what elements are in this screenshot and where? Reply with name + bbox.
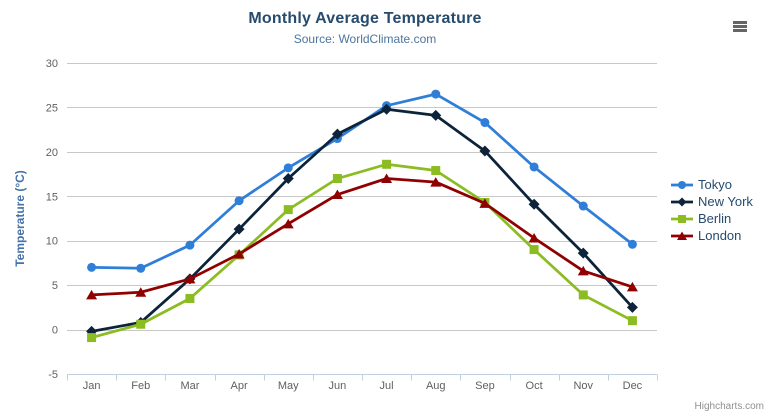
legend-item-london[interactable]: London	[671, 227, 753, 244]
legend-item-berlin[interactable]: Berlin	[671, 210, 753, 227]
y-axis-title: Temperature (°C)	[13, 170, 27, 267]
square-icon	[678, 214, 686, 223]
triangle-icon	[677, 231, 687, 240]
data-point-london[interactable]	[430, 177, 442, 187]
data-point-berlin[interactable]	[136, 319, 146, 329]
square-legend-marker-icon	[671, 214, 693, 223]
x-axis-label: Jun	[329, 380, 347, 392]
legend-item-tokyo[interactable]: Tokyo	[671, 176, 753, 193]
hamburger-bar	[733, 29, 747, 32]
data-point-london[interactable]	[135, 287, 147, 297]
legend-item-label: New York	[698, 194, 753, 209]
x-axis-label: Sep	[475, 380, 495, 392]
data-point-tokyo[interactable]	[578, 201, 588, 211]
y-axis-label: 10	[46, 236, 58, 248]
data-point-new-york[interactable]	[577, 247, 589, 259]
circle-legend-marker-icon	[671, 180, 693, 189]
x-axis-label: May	[278, 380, 299, 392]
data-point-london[interactable]	[479, 198, 491, 208]
data-point-tokyo[interactable]	[529, 162, 539, 172]
legend: Tokyo New York Berlin London	[671, 176, 753, 244]
y-axis-label: 5	[52, 280, 58, 292]
data-point-london[interactable]	[577, 265, 589, 276]
data-point-london[interactable]	[528, 233, 540, 243]
data-point-berlin[interactable]	[332, 174, 342, 184]
data-point-london[interactable]	[331, 189, 343, 200]
data-point-berlin[interactable]	[578, 290, 588, 300]
x-axis-label: Dec	[623, 380, 643, 392]
highcharts-credit-link[interactable]: Highcharts.com	[694, 401, 764, 412]
series-tokyo	[87, 89, 637, 273]
series-line-london[interactable]	[90, 177, 634, 297]
series-line-new-york[interactable]	[90, 107, 634, 333]
data-point-london[interactable]	[86, 289, 98, 300]
legend-item-label: London	[698, 228, 742, 243]
y-axis-label: 30	[46, 58, 58, 70]
x-axis-label: Nov	[573, 380, 593, 392]
data-point-berlin[interactable]	[529, 245, 539, 255]
series-london	[86, 173, 638, 300]
data-point-new-york[interactable]	[233, 223, 245, 235]
data-point-berlin[interactable]	[431, 166, 441, 176]
data-point-tokyo[interactable]	[627, 239, 637, 249]
y-axis-label: 25	[46, 102, 58, 114]
chart-subtitle: Source: WorldClimate.com	[293, 32, 437, 46]
data-point-tokyo[interactable]	[234, 196, 244, 206]
diamond-legend-marker-icon	[671, 197, 693, 206]
hamburger-bar	[733, 25, 747, 28]
x-axis-label: Jan	[83, 380, 101, 392]
data-point-new-york[interactable]	[528, 198, 540, 210]
data-point-berlin[interactable]	[382, 159, 392, 169]
y-axis-label: 20	[46, 147, 58, 159]
data-point-new-york[interactable]	[626, 301, 638, 313]
data-point-berlin[interactable]	[185, 293, 195, 303]
data-point-london[interactable]	[282, 218, 294, 229]
legend-item-label: Tokyo	[698, 177, 732, 192]
hamburger-bar	[733, 21, 747, 24]
data-point-new-york[interactable]	[479, 145, 491, 157]
data-point-new-york[interactable]	[430, 109, 442, 121]
chart-title: Monthly Average Temperature	[248, 10, 482, 27]
x-axis-label: Aug	[426, 380, 446, 392]
circle-icon	[678, 180, 686, 189]
y-axis-label: -5	[48, 369, 58, 381]
data-point-berlin[interactable]	[87, 333, 97, 343]
legend-item-new-york[interactable]: New York	[671, 193, 753, 210]
export-menu-button[interactable]	[733, 21, 747, 32]
x-axis-label: Oct	[526, 380, 543, 392]
y-axis-label: 0	[52, 325, 58, 337]
data-point-berlin[interactable]	[283, 205, 293, 215]
series-new-york	[86, 103, 638, 337]
data-point-new-york[interactable]	[282, 173, 294, 185]
data-point-tokyo[interactable]	[480, 118, 490, 128]
data-point-london[interactable]	[381, 173, 393, 184]
x-axis-label: Mar	[180, 380, 199, 392]
x-axis-label: Jul	[380, 380, 394, 392]
diamond-icon	[677, 197, 687, 206]
data-point-new-york[interactable]	[331, 128, 343, 140]
series-berlin	[87, 159, 637, 343]
x-axis-label: Feb	[131, 380, 150, 392]
data-point-new-york[interactable]	[381, 103, 393, 115]
data-point-berlin[interactable]	[627, 316, 637, 326]
legend-item-label: Berlin	[698, 211, 732, 226]
data-point-london[interactable]	[233, 249, 245, 259]
data-point-tokyo[interactable]	[87, 262, 97, 272]
data-point-london[interactable]	[184, 273, 196, 284]
x-axis-label: Apr	[231, 380, 248, 392]
triangle-legend-marker-icon	[671, 231, 693, 240]
series-line-berlin[interactable]	[90, 162, 634, 339]
y-axis-label: 15	[46, 191, 58, 203]
data-point-tokyo[interactable]	[283, 163, 293, 173]
data-point-london[interactable]	[626, 281, 638, 292]
data-point-tokyo[interactable]	[185, 240, 195, 250]
data-point-tokyo[interactable]	[431, 89, 441, 99]
data-point-tokyo[interactable]	[136, 263, 146, 273]
